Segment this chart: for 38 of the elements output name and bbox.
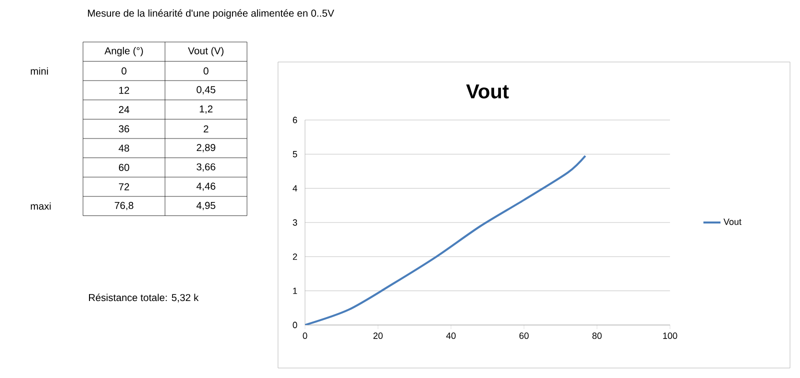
text: mini bbox=[30, 67, 48, 75]
text: Mesure de la linéarité d'une poignée alimentée en 0..5V bbox=[88, 9, 334, 19]
text: 48 bbox=[118, 144, 130, 152]
text: 0,45 bbox=[196, 86, 216, 94]
text: Angle (°) bbox=[104, 46, 143, 56]
text: 4,46 bbox=[196, 182, 216, 191]
text: 1,2 bbox=[200, 105, 212, 114]
text: 4,95 bbox=[196, 202, 216, 210]
text: 60 bbox=[118, 164, 130, 171]
y-tick-label: 6 bbox=[292, 116, 298, 124]
x-tick-label: 40 bbox=[446, 332, 456, 339]
x-tick-label: 20 bbox=[373, 332, 383, 339]
text: 72 bbox=[118, 183, 130, 190]
text: 0 bbox=[204, 67, 208, 74]
text: 24 bbox=[118, 106, 130, 114]
x-tick-label: 80 bbox=[592, 332, 602, 339]
y-tick-label: 2 bbox=[292, 254, 298, 260]
line-series bbox=[305, 154, 586, 325]
x-tick-label: 0 bbox=[302, 332, 308, 339]
x-tick-label: 60 bbox=[519, 332, 529, 339]
text: 12 bbox=[119, 86, 130, 94]
y-tick-label: 4 bbox=[292, 185, 298, 192]
text: Résistance totale: 5,32 k bbox=[89, 294, 199, 302]
text: 2,89 bbox=[196, 144, 216, 152]
text: Vout (V) bbox=[188, 46, 224, 56]
y-tick-label: 0 bbox=[292, 322, 298, 328]
text: 76,8 bbox=[114, 202, 134, 210]
text: maxi bbox=[30, 202, 51, 210]
text: 2 bbox=[204, 125, 208, 132]
x-tick-label: 100 bbox=[663, 332, 678, 339]
chart-title: Vout bbox=[466, 84, 509, 98]
text: 3,66 bbox=[196, 163, 216, 172]
text: 0 bbox=[122, 67, 126, 74]
y-tick-label: 5 bbox=[292, 151, 298, 158]
legend-label: Vout bbox=[724, 218, 742, 225]
text: 36 bbox=[118, 125, 130, 132]
y-tick-label: 3 bbox=[292, 219, 298, 226]
y-tick-label: 1 bbox=[293, 288, 298, 294]
